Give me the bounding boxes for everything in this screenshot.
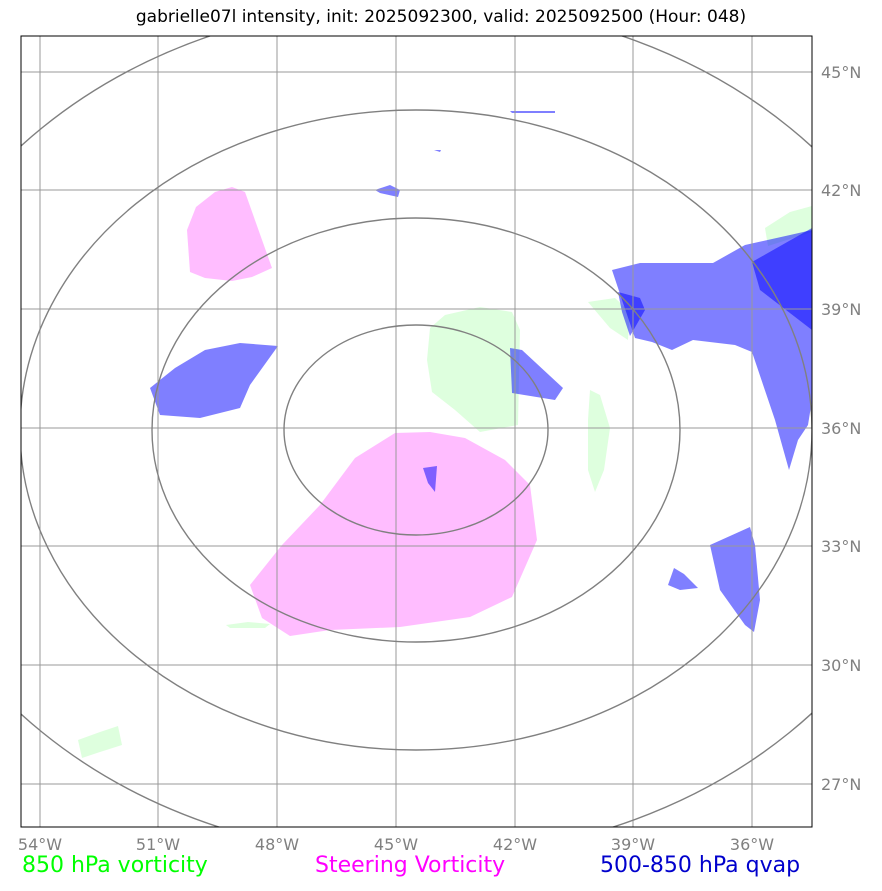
legend-qvap: 500-850 hPa qvap	[600, 853, 801, 878]
lat-label: 39°N	[821, 300, 861, 319]
distance-rings	[21, 36, 812, 827]
distance-ring-3	[21, 109, 812, 751]
lat-label: 42°N	[821, 181, 861, 200]
lon-label: 48°W	[255, 835, 299, 854]
qvap-layer	[150, 111, 812, 632]
distance-ring-4	[21, 36, 812, 827]
lat-label: 27°N	[821, 775, 861, 794]
lon-label: 39°W	[611, 835, 655, 854]
lon-tick-labels: 54°W 51°W 48°W 45°W 42°W 39°W 36°W	[18, 835, 774, 854]
lat-label: 30°N	[821, 656, 861, 675]
lat-label: 36°N	[821, 419, 861, 438]
lat-label: 33°N	[821, 537, 861, 556]
lat-label: 45°N	[821, 63, 861, 82]
lon-label: 45°W	[374, 835, 418, 854]
distance-ring-2	[151, 217, 681, 643]
map-frame	[20, 35, 813, 828]
legend-850-vorticity: 850 hPa vorticity	[22, 853, 208, 878]
graticule	[21, 36, 812, 827]
lon-label: 54°W	[18, 835, 62, 854]
lon-label: 51°W	[136, 835, 180, 854]
distance-ring-1	[283, 324, 549, 536]
legend-steering-vorticity: Steering Vorticity	[315, 853, 506, 878]
lat-tick-labels: 45°N 42°N 39°N 36°N 33°N 30°N 27°N	[821, 63, 861, 794]
map-title: gabrielle07l intensity, init: 2025092300…	[135, 7, 747, 27]
lon-label: 36°W	[730, 835, 774, 854]
lon-label: 42°W	[493, 835, 537, 854]
